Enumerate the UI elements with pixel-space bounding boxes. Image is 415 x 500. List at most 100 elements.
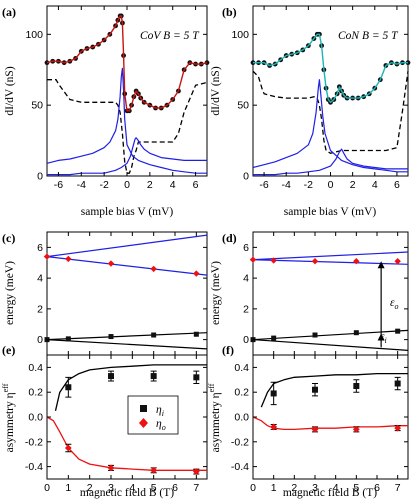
black-upper-d: [252, 329, 409, 341]
red-point-d-3: [353, 258, 360, 265]
red-point-c-4: [193, 270, 200, 277]
y-d-tick-label-2: 4: [243, 273, 249, 285]
x-a-tick-label-4: 2: [147, 179, 153, 191]
eps-i-sub: i: [385, 336, 387, 345]
panel-e-frame: [46, 354, 208, 480]
eta-o-point-f-1: [311, 426, 319, 433]
upper-blue-c: [46, 234, 208, 258]
panel-b-letter: (b): [222, 5, 237, 19]
panel-d-letter: (d): [222, 231, 237, 245]
y-f-tick-label-2: 0.0: [234, 412, 249, 424]
y-e-tick-label-3: 0.2: [28, 387, 43, 399]
x-a-tick-label-1: -4: [77, 179, 86, 191]
x-f-tick-label-7: 7: [395, 482, 401, 494]
eta-i-point-f-0: [270, 390, 277, 397]
black-point-c-1: [65, 336, 71, 342]
legend-eta-o-label: ηo: [156, 418, 166, 432]
y-f-tick-label-0: -0.4: [231, 461, 249, 473]
x-e-tick-label-2: 2: [87, 482, 93, 494]
eta-i-point-f-3: [394, 380, 401, 387]
legend-eta-o-main: η: [156, 418, 162, 430]
y-axis-label-f-main: asymmetry η: [210, 392, 222, 452]
x-e-tick-label-3: 3: [108, 482, 114, 494]
y-a-tick-label-0: 0: [37, 171, 43, 183]
y-c-tick-label-1: 2: [37, 303, 43, 315]
x-f-tick-label-0: 0: [250, 482, 256, 494]
blue-peak-a: [46, 67, 207, 174]
y-c-tick-label-0: 0: [37, 334, 43, 346]
panel-a-letter: (a): [2, 5, 16, 19]
eta-o-point-f-3: [394, 424, 402, 432]
x-a-tick-label-3: 0: [124, 179, 130, 191]
eta-i-point-e-2: [150, 373, 157, 380]
y-axis-label-a: dI/dV (nS): [4, 66, 16, 115]
y-d-tick-label-0: 0: [243, 334, 249, 346]
red-point-c-3: [150, 265, 157, 273]
upper-blue-d: [252, 251, 409, 261]
eta-i-point-f-2: [353, 383, 360, 389]
eta-o-point-e-3: [192, 468, 200, 475]
eta-i-point-e-0: [65, 384, 72, 391]
x-b-tick-label-5: 4: [372, 179, 378, 191]
eta-o-point-e-0: [64, 444, 72, 452]
x-axis-label-e: magnetic field B (T): [80, 487, 174, 499]
y-b-tick-label-2: 100: [231, 29, 249, 41]
x-f-tick-label-3: 3: [312, 482, 318, 494]
black-lower-c: [46, 339, 208, 350]
panel-e-letter: (e): [2, 343, 15, 357]
x-f-tick-label-2: 2: [291, 482, 297, 494]
x-b-tick-label-2: -2: [304, 179, 313, 191]
black-point-c-2: [108, 334, 114, 340]
y-e-tick-label-2: 0.0: [28, 412, 43, 424]
x-b-tick-label-1: -4: [282, 179, 291, 191]
black-point-d-3: [353, 330, 359, 336]
y-axis-label-e-main: asymmetry η: [4, 392, 16, 452]
panel-f-letter: (f): [222, 343, 234, 357]
fit-black-e: [54, 364, 207, 411]
y-f-tick-label-1: -0.2: [231, 436, 249, 448]
eta-o-point-f-2: [352, 426, 360, 433]
x-a-tick-label-5: 4: [170, 179, 176, 191]
fit-red-e: [46, 416, 207, 471]
black-point-c-3: [151, 332, 157, 338]
y-e-tick-label-0: -0.4: [25, 461, 43, 473]
panel-b-title: CoN B = 5 T: [338, 30, 399, 42]
red-point-c-0: [43, 253, 51, 260]
y-f-tick-label-3: 0.2: [234, 387, 249, 399]
y-axis-label-b: dI/dV (nS): [210, 66, 222, 115]
x-b-tick-label-3: 0: [328, 179, 334, 191]
x-axis-label-b: sample bias V (mV): [284, 206, 377, 218]
exp-curve-a: [46, 15, 208, 112]
legend-eta-i-marker: [140, 405, 147, 412]
x-a-tick-label-6: 6: [193, 179, 199, 191]
y-axis-label-c: energy (meV): [4, 261, 16, 325]
y-axis-label-f: asymmetry ηeff: [207, 383, 222, 452]
x-b-tick-label-0: -6: [259, 179, 268, 191]
x-e-tick-label-1: 1: [65, 482, 71, 494]
x-b-tick-label-4: 2: [350, 179, 356, 191]
x-f-tick-label-6: 6: [374, 482, 380, 494]
x-e-tick-label-4: 4: [129, 482, 135, 494]
x-axis-label-a: sample bias V (mV): [81, 206, 174, 218]
eta-o-point-e-1: [107, 464, 115, 472]
y-c-tick-label-2: 4: [37, 273, 43, 285]
eta-i-point-f-1: [312, 386, 318, 393]
y-b-tick-label-1: 50: [237, 100, 249, 112]
eta-i-point-e-3: [193, 374, 200, 381]
eps-o-main: ε: [390, 297, 395, 309]
x-e-tick-label-7: 7: [193, 482, 199, 494]
legend-eta-o-sub: o: [162, 423, 166, 432]
y-axis-label-e: asymmetry ηeff: [1, 383, 16, 452]
fit-black-f: [260, 372, 408, 408]
red-point-d-1: [270, 257, 277, 264]
black-point-c-4: [193, 331, 199, 337]
black-point-d-2: [312, 332, 318, 338]
fit-red-f: [252, 416, 408, 431]
eta-i-point-e-1: [108, 373, 114, 380]
x-axis-label-f: magnetic field B (T): [283, 487, 377, 499]
y-a-tick-label-2: 100: [25, 29, 43, 41]
y-a-tick-label-1: 50: [31, 100, 43, 112]
dashed-simulation-a: [47, 79, 208, 174]
